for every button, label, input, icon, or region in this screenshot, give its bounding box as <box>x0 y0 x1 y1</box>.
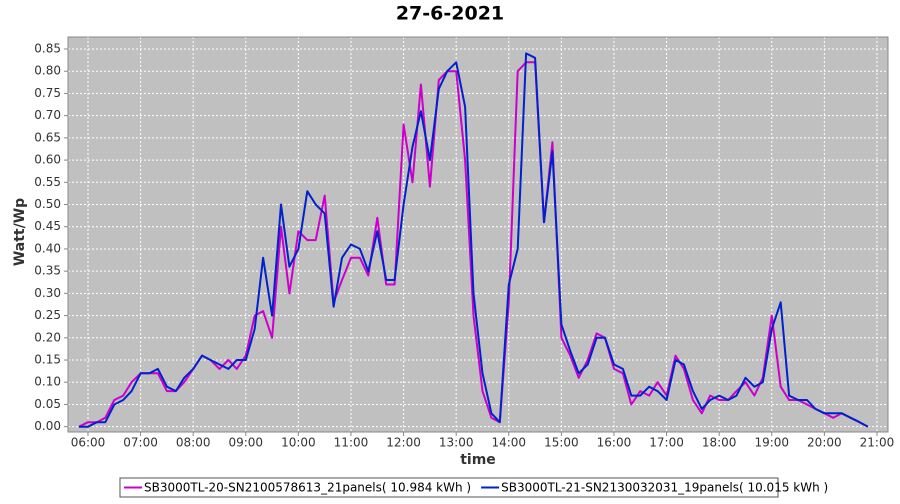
legend-label: SB3000TL-20-SN2100578613_21panels( 10.98… <box>144 481 471 495</box>
x-tick-label: 16:00 <box>597 436 632 450</box>
x-tick-label: 21:00 <box>860 436 895 450</box>
y-tick-label: 0.65 <box>34 130 61 144</box>
y-tick-label: 0.25 <box>34 308 61 322</box>
x-tick-label: 08:00 <box>176 436 211 450</box>
y-tick-label: 0.80 <box>34 64 61 78</box>
y-tick-label: 0.35 <box>34 264 61 278</box>
x-tick-label: 18:00 <box>702 436 737 450</box>
y-tick-label: 0.85 <box>34 41 61 55</box>
y-tick-label: 0.70 <box>34 108 61 122</box>
legend <box>119 477 779 498</box>
x-tick-label: 20:00 <box>807 436 842 450</box>
series-line <box>79 52 869 428</box>
y-tick-label: 0.60 <box>34 153 61 167</box>
x-tick-label: 19:00 <box>754 436 789 450</box>
x-tick-label: 11:00 <box>334 436 369 450</box>
x-tick-label: 13:00 <box>439 436 474 450</box>
x-tick-label: 06:00 <box>71 436 106 450</box>
y-tick-label: 0.20 <box>34 330 61 344</box>
x-tick-label: 12:00 <box>386 436 421 450</box>
y-tick-label: 0.05 <box>34 397 61 411</box>
x-tick-label: 14:00 <box>491 436 526 450</box>
y-tick-label: 0.75 <box>34 86 61 100</box>
y-tick-label: 0.30 <box>34 286 61 300</box>
y-tick-label: 0.45 <box>34 219 61 233</box>
y-axis-label: Watt/Wp <box>12 198 28 266</box>
y-tick-label: 0.15 <box>34 353 61 367</box>
chart-title: 27-6-2021 <box>396 3 504 25</box>
x-tick-label: 09:00 <box>228 436 263 450</box>
x-tick-label: 17:00 <box>649 436 684 450</box>
y-tick-label: 0.00 <box>34 419 61 433</box>
y-tick-label: 0.10 <box>34 375 61 389</box>
y-tick-label: 0.50 <box>34 197 61 211</box>
x-tick-label: 07:00 <box>123 436 158 450</box>
x-tick-label: 10:00 <box>281 436 316 450</box>
y-tick-label: 0.40 <box>34 241 61 255</box>
legend-label: SB3000TL-21-SN2130032031_19panels( 10.01… <box>501 481 828 495</box>
x-tick-label: 15:00 <box>544 436 579 450</box>
plot-area <box>68 37 888 432</box>
x-axis-label: time <box>460 452 496 468</box>
y-tick-label: 0.55 <box>34 175 61 189</box>
plot-border <box>67 36 889 433</box>
